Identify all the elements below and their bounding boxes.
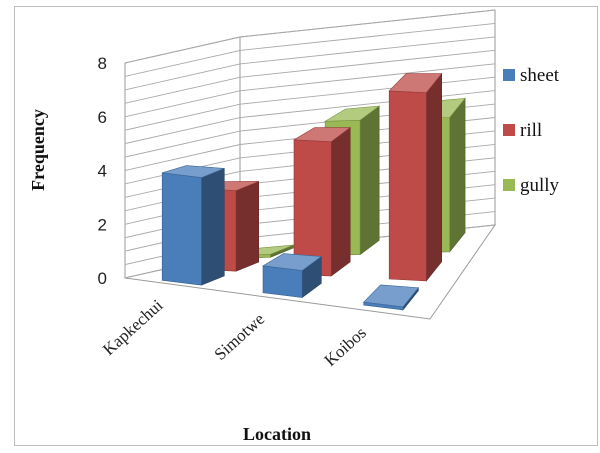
bar-rill-koibos bbox=[388, 72, 443, 282]
x-category-labels: Kapkechui Simotwe Koibos bbox=[99, 296, 370, 371]
legend-label-rill: rill bbox=[520, 120, 542, 141]
legend: sheet rill gully bbox=[503, 65, 560, 196]
x-axis-title: Location bbox=[243, 424, 311, 444]
legend-label-gully: gully bbox=[520, 175, 560, 196]
gridline bbox=[124, 36, 496, 91]
bar-sheet-koibos bbox=[363, 284, 419, 311]
legend-label-sheet: sheet bbox=[520, 65, 560, 86]
y-tick-labels: 0 2 4 6 8 bbox=[98, 54, 107, 288]
bar-sheet-simotwe bbox=[262, 253, 323, 299]
gridline bbox=[124, 9, 496, 64]
gridline bbox=[124, 22, 496, 77]
y-tick-label: 2 bbox=[98, 215, 107, 234]
x-category-label: Kapkechui bbox=[99, 296, 167, 360]
gridline bbox=[124, 63, 496, 118]
y-axis-title: Frequency bbox=[28, 109, 48, 191]
y-tick-label: 4 bbox=[98, 162, 107, 181]
legend-swatch-rill bbox=[503, 124, 515, 136]
legend-swatch-sheet bbox=[503, 69, 515, 81]
y-tick-label: 6 bbox=[98, 108, 107, 127]
y-tick-label: 0 bbox=[98, 269, 107, 288]
x-category-label: Simotwe bbox=[211, 309, 269, 364]
bar-rill-simotwe bbox=[292, 126, 352, 277]
bar-sheet-kapkechui bbox=[161, 165, 225, 286]
gridline bbox=[124, 49, 496, 104]
bars bbox=[161, 72, 466, 311]
y-tick-label: 8 bbox=[98, 54, 107, 73]
x-category-label: Koibos bbox=[321, 323, 370, 370]
legend-swatch-gully bbox=[503, 179, 515, 191]
